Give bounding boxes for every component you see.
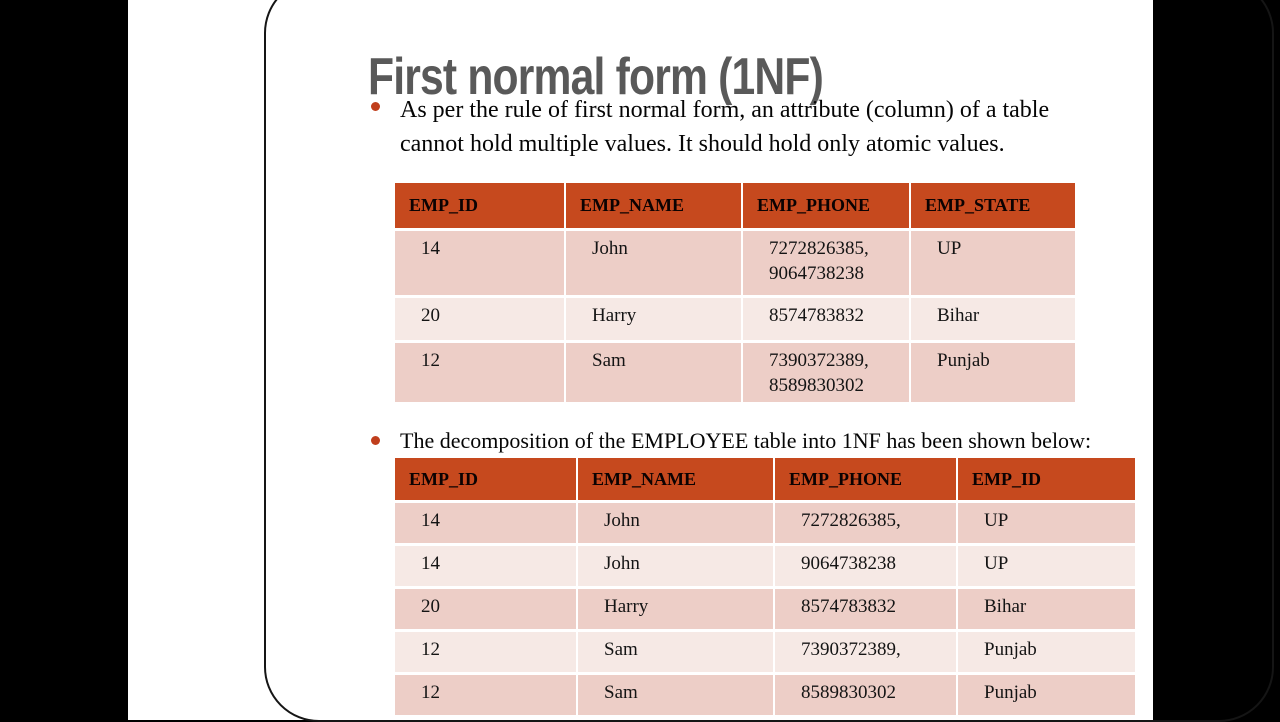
table-cell: John (578, 546, 773, 586)
column-header: EMP_PHONE (775, 458, 956, 500)
table-cell: Bihar (958, 589, 1135, 629)
table-row: 12 Sam 8589830302 Punjab (395, 675, 1135, 715)
table-cell: Punjab (958, 632, 1135, 672)
table-cell: Harry (566, 298, 741, 340)
table-cell: 14 (395, 503, 576, 543)
table-cell: 7272826385, (775, 503, 956, 543)
table-cell: 9064738238 (775, 546, 956, 586)
table-cell: Sam (578, 632, 773, 672)
table-cell: Punjab (958, 675, 1135, 715)
table-cell: UP (958, 546, 1135, 586)
column-header: EMP_ID (958, 458, 1135, 500)
table-cell-line: 8589830302 (769, 375, 864, 396)
table-cell: 20 (395, 298, 564, 340)
employee-table-1nf: EMP_ID EMP_NAME EMP_PHONE EMP_ID 14 John 7272… (393, 455, 1137, 718)
bullet-icon (371, 102, 380, 111)
table-cell-line: 7390372389, (769, 350, 869, 371)
table-cell: 8574783832 (775, 589, 956, 629)
table-cell: 7390372389, 8589830302 (743, 343, 909, 402)
table-cell: 7272826385, 9064738238 (743, 231, 909, 295)
table-row: 14 John 7272826385, 9064738238 UP (395, 231, 1075, 295)
table-cell: 7390372389, (775, 632, 956, 672)
table-row: 20 Harry 8574783832 Bihar (395, 589, 1135, 629)
column-header: EMP_PHONE (743, 183, 909, 228)
employee-table-container: EMP_ID EMP_NAME EMP_PHONE EMP_STATE 14 John 7… (393, 180, 1077, 405)
table-cell: 8574783832 (743, 298, 909, 340)
table-header-row: EMP_ID EMP_NAME EMP_PHONE EMP_ID (395, 458, 1135, 500)
table-header-row: EMP_ID EMP_NAME EMP_PHONE EMP_STATE (395, 183, 1075, 228)
column-header: EMP_NAME (578, 458, 773, 500)
table-cell-line: 9064738238 (769, 263, 864, 284)
table-cell: UP (958, 503, 1135, 543)
table-cell: 12 (395, 675, 576, 715)
letterbox-left (0, 0, 128, 720)
table-cell: Bihar (911, 298, 1075, 340)
column-header: EMP_ID (395, 458, 576, 500)
table-cell: John (578, 503, 773, 543)
column-header: EMP_NAME (566, 183, 741, 228)
table-cell: 20 (395, 589, 576, 629)
table-cell: Harry (578, 589, 773, 629)
bullet-rule-line-2: cannot hold multiple values. It should h… (400, 131, 1005, 157)
table-cell: John (566, 231, 741, 295)
table-cell-line: 7272826385, (769, 238, 869, 259)
table-cell: 14 (395, 231, 564, 295)
slide-canvas: First normal form (1NF) As per the rule … (128, 0, 1274, 722)
column-header: EMP_STATE (911, 183, 1075, 228)
table-row: 20 Harry 8574783832 Bihar (395, 298, 1075, 340)
table-row: 14 John 7272826385, UP (395, 503, 1135, 543)
table-cell: UP (911, 231, 1075, 295)
bullet-rule-line-1: As per the rule of first normal form, an… (400, 97, 1050, 123)
employee-table-unnormalized: EMP_ID EMP_NAME EMP_PHONE EMP_STATE 14 John 7… (393, 180, 1077, 405)
table-row: 12 Sam 7390372389, Punjab (395, 632, 1135, 672)
table-row: 14 John 9064738238 UP (395, 546, 1135, 586)
letterbox-right (1153, 0, 1280, 720)
table-cell: Sam (578, 675, 773, 715)
slide-title: First normal form (1NF) (368, 47, 824, 106)
table-cell: 12 (395, 632, 576, 672)
table-cell: 14 (395, 546, 576, 586)
bullet-decomposition-text: The decomposition of the EMPLOYEE table … (400, 427, 1230, 455)
table-cell: Sam (566, 343, 741, 402)
column-header: EMP_ID (395, 183, 564, 228)
bullet-decomposition-line-1: The decomposition of the EMPLOYEE table … (400, 428, 1092, 453)
bullet-rule-text: As per the rule of first normal form, an… (400, 93, 1210, 161)
bullet-icon (371, 436, 380, 445)
table-row: 12 Sam 7390372389, 8589830302 Punjab (395, 343, 1075, 402)
employee-1nf-table-container: EMP_ID EMP_NAME EMP_PHONE EMP_ID 14 John 7272… (393, 455, 1137, 718)
table-cell: Punjab (911, 343, 1075, 402)
table-cell: 8589830302 (775, 675, 956, 715)
table-cell: 12 (395, 343, 564, 402)
